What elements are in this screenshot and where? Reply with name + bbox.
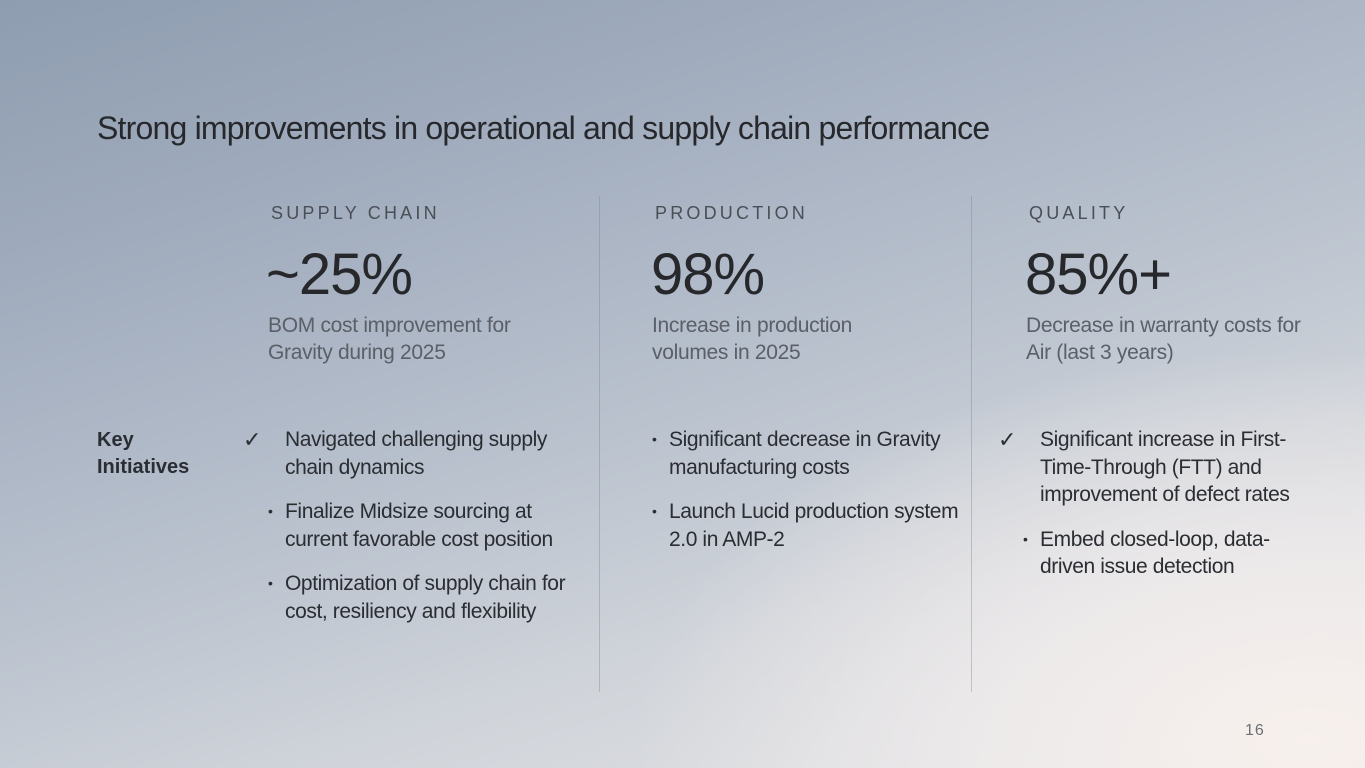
list-item: • Embed closed-loop, data-driven issue d… — [1023, 526, 1323, 581]
checkmark-icon: ✓ — [243, 427, 262, 452]
list-item: • Finalize Midsize sourcing at current f… — [268, 498, 568, 553]
initiative-text: Embed closed-loop, data-driven issue det… — [1040, 527, 1270, 579]
list-item: ✓ Significant increase in First-Time-Thr… — [998, 426, 1323, 509]
supply-chain-initiatives-list: ✓ Navigated challenging supply chain dyn… — [243, 426, 568, 642]
list-item: ✓ Navigated challenging supply chain dyn… — [243, 426, 568, 481]
supply-chain-description: BOM cost improvement for Gravity during … — [268, 314, 511, 364]
list-item: • Optimization of supply chain for cost,… — [268, 570, 568, 625]
quality-description: Decrease in warranty costs for Air (last… — [1026, 314, 1301, 364]
initiative-text: Optimization of supply chain for cost, r… — [285, 572, 566, 623]
initiative-text: Launch Lucid production system 2.0 in AM… — [669, 500, 959, 551]
bullet-icon: • — [652, 431, 657, 447]
quality-initiatives-list: ✓ Significant increase in First-Time-Thr… — [998, 426, 1323, 598]
supply-chain-header: SUPPLY CHAIN — [271, 203, 440, 223]
quality-metric: 85%+ — [1025, 242, 1172, 307]
initiative-text: Finalize Midsize sourcing at current fav… — [285, 500, 553, 551]
production-initiatives-list: • Significant decrease in Gravity manufa… — [652, 426, 962, 570]
list-item: • Launch Lucid production system 2.0 in … — [652, 498, 962, 553]
column-divider — [971, 196, 972, 692]
list-item: • Significant decrease in Gravity manufa… — [652, 426, 962, 481]
quality-header: QUALITY — [1029, 203, 1129, 223]
initiative-text: Significant increase in First-Time-Throu… — [1040, 428, 1290, 506]
page-number: 16 — [1245, 722, 1265, 739]
column-divider — [599, 196, 600, 692]
bullet-icon: • — [1023, 530, 1028, 547]
bullet-icon: • — [268, 575, 273, 591]
slide-title: Strong improvements in operational and s… — [97, 110, 990, 146]
initiative-text: Significant decrease in Gravity manufact… — [669, 428, 941, 479]
supply-chain-metric: ~25% — [266, 242, 413, 307]
checkmark-icon: ✓ — [998, 427, 1017, 452]
bullet-icon: • — [652, 503, 657, 519]
production-description: Increase in production volumes in 2025 — [652, 314, 853, 364]
initiative-text: Navigated challenging supply chain dynam… — [285, 428, 547, 479]
key-initiatives-label: Key Initiatives — [97, 429, 190, 478]
production-header: PRODUCTION — [655, 203, 808, 223]
bullet-icon: • — [268, 503, 273, 519]
production-metric: 98% — [651, 242, 765, 307]
